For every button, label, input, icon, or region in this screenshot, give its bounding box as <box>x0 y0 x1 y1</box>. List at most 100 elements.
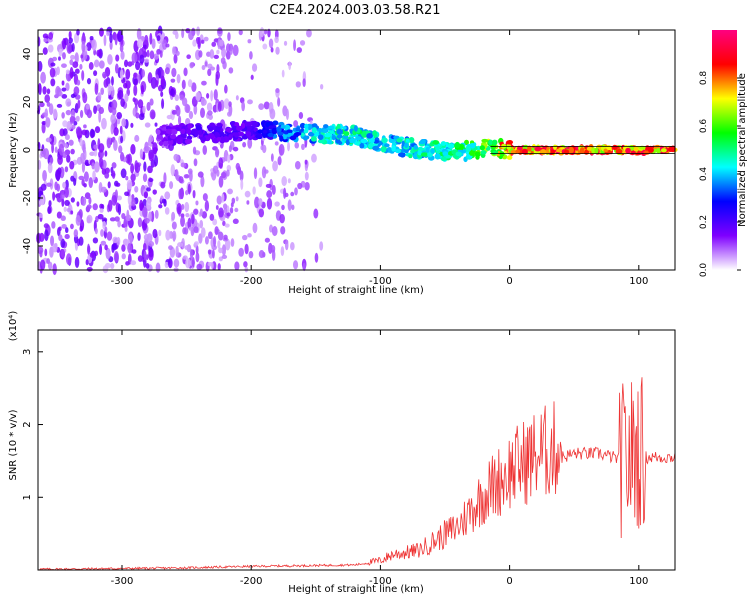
spectrogram-cell <box>307 131 315 137</box>
spectrogram-cell <box>670 145 676 153</box>
spectrogram-cell <box>288 61 292 71</box>
spectrogram-cell <box>61 112 65 119</box>
spectrogram-cell <box>266 190 273 199</box>
spectrogram-cell <box>75 115 80 122</box>
spectrogram-cell <box>302 262 306 272</box>
spectrogram-cell <box>310 136 317 142</box>
spectrogram-cell <box>65 69 70 75</box>
spectrogram-cell <box>274 36 279 44</box>
spectrogram-cell <box>391 145 396 152</box>
spectrogram-cell <box>527 145 532 152</box>
spectrogram-cell <box>125 68 131 80</box>
spectrogram-cell <box>372 145 380 151</box>
spectrogram-cell <box>166 114 173 120</box>
spectrogram-cell <box>247 99 253 105</box>
spectrogram-cell <box>116 111 123 120</box>
spectrogram-cell <box>101 167 107 175</box>
spectrogram-cell <box>336 123 341 131</box>
spectrogram-cell <box>172 46 176 55</box>
spectrogram-cell <box>125 80 131 89</box>
spectrogram-cell <box>279 135 284 142</box>
spectrogram-cell <box>98 111 102 123</box>
spectrogram-cell <box>207 125 214 132</box>
spectrogram-cell <box>404 142 409 149</box>
spectrogram-cell <box>187 183 191 195</box>
spectrogram-cell <box>201 80 207 86</box>
spectrogram-cell <box>294 160 301 170</box>
spectrogram-cell <box>144 34 149 47</box>
spectrogram-cell <box>134 185 139 193</box>
spectrogram-cell <box>186 138 193 144</box>
spectrogram-cell <box>156 35 161 42</box>
spectrogram-cell <box>65 98 72 107</box>
spectrogram-cell <box>127 61 133 67</box>
spectrogram-cell <box>226 169 230 177</box>
spectrogram-cell <box>200 39 205 44</box>
spectrogram-cell <box>228 145 232 153</box>
spectrogram-cell <box>174 32 179 40</box>
spectrogram-cell <box>417 150 422 156</box>
x-tick-label: -300 <box>111 576 134 587</box>
spectrogram-cell <box>42 86 47 95</box>
spectrogram-cell <box>207 231 213 240</box>
spectrogram-cell <box>149 32 153 45</box>
spectrogram-cell <box>167 139 174 146</box>
spectrogram-cell <box>188 111 194 120</box>
spectrogram-cell <box>83 183 87 188</box>
spectrogram-cell <box>131 198 136 207</box>
spectrogram-cell <box>211 41 217 47</box>
spectrogram-cell <box>146 49 150 58</box>
spectrogram-cell <box>327 140 333 145</box>
spectrogram-cell <box>210 90 214 102</box>
spectrogram-cell <box>219 131 225 137</box>
spectrogram-cell <box>38 82 42 92</box>
spectrogram-cell <box>40 71 46 84</box>
y-tick-label: 40 <box>22 48 33 61</box>
spectrogram-cell <box>60 193 65 200</box>
spectrogram-cell <box>242 141 247 148</box>
spectrogram-cell <box>181 203 185 211</box>
spectrogram-cell <box>213 236 217 247</box>
spectrogram-cell <box>107 54 113 65</box>
spectrogram-cell <box>49 67 56 78</box>
spectrogram-cell <box>148 178 154 183</box>
spectrogram-cell <box>184 245 190 251</box>
spectrogram-cell <box>137 217 143 228</box>
spectrogram-cell <box>262 129 268 134</box>
spectrogram-cell <box>133 72 137 78</box>
spectrogram-cell <box>45 117 51 128</box>
spectrogram-cell <box>311 127 317 134</box>
spectrogram-cell <box>209 49 215 59</box>
spectrogram-cell <box>252 222 258 234</box>
spectrogram-cell <box>94 227 98 235</box>
spectrogram-cell <box>103 79 109 88</box>
spectrogram-cell <box>301 143 305 151</box>
spectrogram-cell <box>615 148 623 155</box>
spectrogram-cell <box>133 78 139 86</box>
spectrogram-cell <box>70 148 75 155</box>
spectrogram-cell <box>225 43 231 53</box>
spectrogram-cell <box>121 253 126 260</box>
spectrogram-cell <box>270 47 274 53</box>
spectrogram-cell <box>130 163 135 174</box>
spectrogram-cell <box>193 104 198 115</box>
spectrogram-cell <box>117 30 123 42</box>
spectrogram-cell <box>86 266 93 272</box>
spectrogram-cell <box>61 80 65 86</box>
spectrogram-cell <box>165 128 173 135</box>
spectrogram-cell <box>135 112 140 119</box>
spectrogram-cell <box>218 175 224 188</box>
spectrogram-cell <box>181 28 185 39</box>
spectrogram-cell <box>110 262 115 270</box>
spectrogram-cell <box>127 243 132 254</box>
spectrogram-cell <box>246 200 250 205</box>
spectrogram-cell <box>304 181 310 191</box>
spectrogram-cell <box>440 156 447 161</box>
spectrogram-cell <box>130 260 137 266</box>
spectrogram-cell <box>145 263 150 269</box>
spectrogram-cell <box>396 138 403 143</box>
spectrogram-cell <box>293 39 297 52</box>
spectrogram-cell <box>46 258 51 265</box>
spectrogram-cell <box>176 137 183 145</box>
spectrogram-cell <box>247 39 252 44</box>
